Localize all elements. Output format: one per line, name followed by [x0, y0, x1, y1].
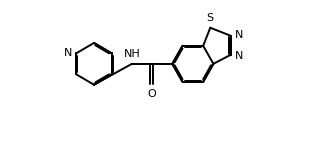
Text: N: N	[63, 48, 72, 58]
Text: NH: NH	[124, 49, 140, 59]
Text: O: O	[147, 89, 156, 99]
Text: N: N	[235, 51, 244, 61]
Text: N: N	[235, 30, 244, 40]
Text: S: S	[207, 13, 214, 22]
